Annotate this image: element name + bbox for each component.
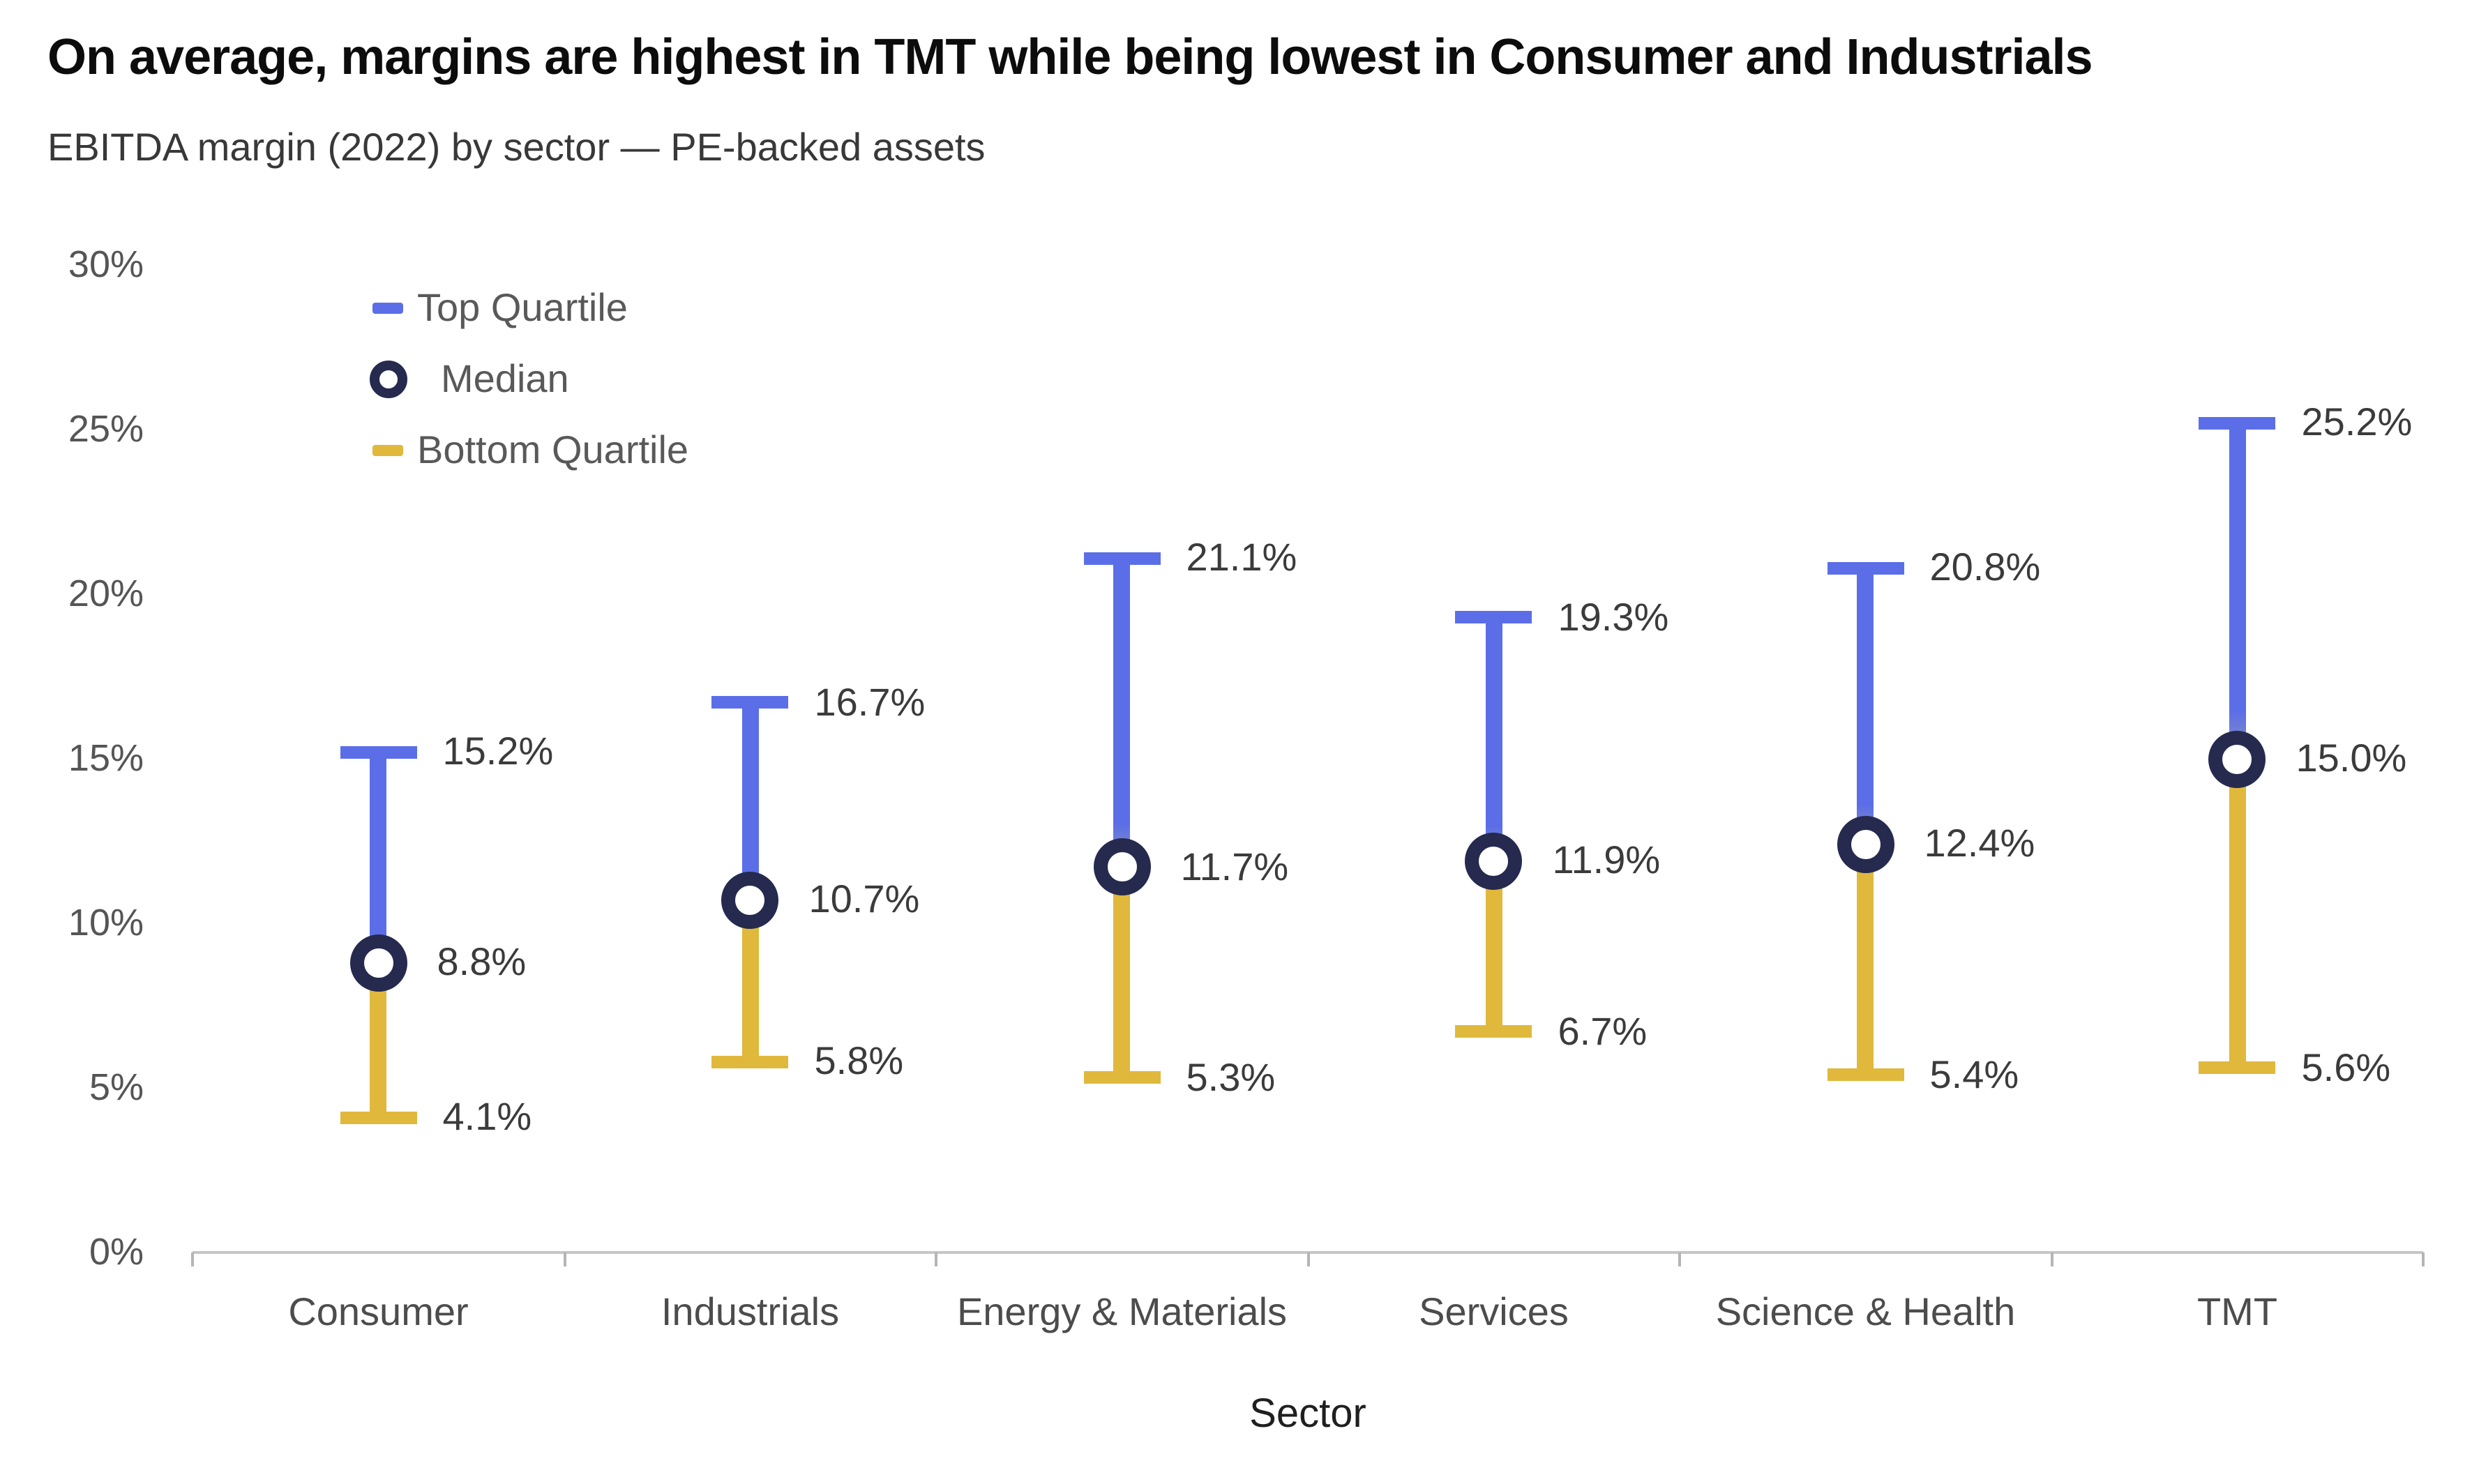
median-ring-consumer (349, 934, 407, 992)
top-quartile-cap-industrials (711, 696, 789, 709)
bottom-quartile-stem-energy-materials (1113, 867, 1131, 1078)
bottom-quartile-value-science-health: 5.4% (1929, 1052, 2019, 1096)
x-axis-tick (191, 1252, 194, 1266)
x-axis-tick (2050, 1252, 2053, 1266)
top-quartile-stem-consumer (370, 752, 387, 963)
sector-label-energy-materials: Energy & Materials (956, 1290, 1288, 1333)
top-quartile-value-energy-materials: 21.1% (1186, 536, 1297, 580)
bottom-quartile-value-energy-materials: 5.3% (1186, 1055, 1276, 1099)
top-quartile-stem-science-health (1857, 568, 1874, 845)
bottom-quartile-cap-services (1455, 1025, 1532, 1038)
bottom-quartile-cap-consumer (340, 1111, 417, 1124)
bottom-quartile-cap-science-health (1827, 1068, 1904, 1082)
top-quartile-value-science-health: 20.8% (1929, 545, 2041, 589)
y-axis-tick-label: 30% (68, 243, 144, 285)
y-axis-tick-label: 25% (68, 408, 144, 450)
top-quartile-value-tmt: 25.2% (2301, 400, 2413, 444)
top-quartile-cap-consumer (340, 745, 417, 759)
x-axis-title: Sector (1249, 1392, 1366, 1437)
median-value-tmt: 15.0% (2296, 736, 2407, 780)
top-quartile-cap-energy-materials (1083, 552, 1161, 565)
x-axis-tick (935, 1252, 937, 1266)
chart-title: On average, margins are highest in TMT w… (47, 28, 2093, 85)
y-axis-tick-label: 5% (89, 1066, 144, 1108)
top-quartile-cap-science-health (1827, 561, 1904, 575)
median-ring-energy-materials (1093, 838, 1151, 896)
median-ring-services (1465, 832, 1523, 890)
bottom-quartile-stem-science-health (1857, 844, 1874, 1075)
bottom-quartile-stem-tmt (2229, 759, 2246, 1068)
median-value-services: 11.9% (1552, 838, 1661, 882)
top-quartile-value-consumer: 15.2% (442, 729, 554, 773)
top-quartile-legend-swatch (372, 303, 403, 314)
sector-label-services: Services (1419, 1290, 1569, 1333)
bottom-quartile-value-tmt: 5.6% (2301, 1045, 2391, 1089)
bottom-quartile-cap-tmt (2199, 1061, 2276, 1075)
median-legend-swatch (369, 360, 407, 397)
median-value-energy-materials: 11.7% (1180, 845, 1289, 888)
sector-label-science-health: Science & Health (1715, 1290, 2016, 1333)
sector-label-consumer: Consumer (288, 1290, 469, 1333)
sector-label-industrials: Industrials (661, 1290, 840, 1333)
median-ring-industrials (721, 871, 779, 929)
y-axis-tick-label: 0% (89, 1231, 144, 1273)
y-axis-tick-label: 10% (68, 902, 144, 944)
y-axis-tick-label: 15% (68, 737, 144, 779)
bottom-quartile-legend-swatch (372, 444, 403, 455)
median-value-consumer: 8.8% (437, 940, 527, 984)
top-quartile-stem-tmt (2229, 423, 2246, 759)
top-quartile-value-services: 19.3% (1558, 595, 1669, 639)
top-quartile-stem-industrials (741, 702, 759, 900)
median-value-science-health: 12.4% (1924, 821, 2035, 865)
sector-label-tmt: TMT (2196, 1290, 2278, 1333)
legend-label-bottom-quartile: Bottom Quartile (417, 427, 689, 471)
bottom-quartile-cap-energy-materials (1083, 1071, 1161, 1084)
legend-label-median: Median (441, 356, 569, 400)
top-quartile-cap-tmt (2199, 416, 2276, 430)
top-quartile-stem-services (1485, 617, 1502, 861)
bottom-quartile-value-consumer: 4.1% (442, 1095, 532, 1139)
x-axis-tick (1306, 1252, 1309, 1266)
median-ring-science-health (1837, 815, 1894, 873)
top-quartile-stem-energy-materials (1113, 558, 1131, 868)
bottom-quartile-value-industrials: 5.8% (814, 1039, 904, 1083)
x-axis-tick (2422, 1252, 2425, 1266)
y-axis-tick-label: 20% (68, 573, 144, 614)
top-quartile-value-industrials: 16.7% (814, 680, 926, 724)
median-ring-tmt (2208, 730, 2266, 787)
x-axis-tick (1678, 1252, 1681, 1266)
x-axis-tick (563, 1252, 566, 1266)
chart-subtitle: EBITDA margin (2022) by sector — PE-back… (47, 126, 986, 169)
bottom-quartile-cap-industrials (711, 1055, 789, 1068)
bottom-quartile-value-services: 6.7% (1558, 1009, 1648, 1053)
top-quartile-cap-services (1455, 611, 1532, 624)
median-value-industrials: 10.7% (808, 877, 920, 921)
legend-label-top-quartile: Top Quartile (417, 286, 628, 329)
